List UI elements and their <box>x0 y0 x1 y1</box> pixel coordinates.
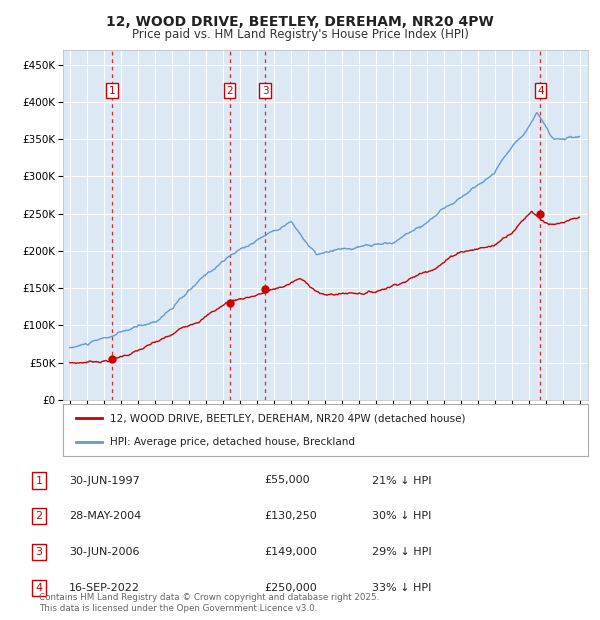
Text: 33% ↓ HPI: 33% ↓ HPI <box>372 583 431 593</box>
Text: £149,000: £149,000 <box>264 547 317 557</box>
Text: 12, WOOD DRIVE, BEETLEY, DEREHAM, NR20 4PW (detached house): 12, WOOD DRIVE, BEETLEY, DEREHAM, NR20 4… <box>110 413 466 423</box>
Text: 30-JUN-1997: 30-JUN-1997 <box>69 476 140 485</box>
Text: 21% ↓ HPI: 21% ↓ HPI <box>372 476 431 485</box>
Text: 28-MAY-2004: 28-MAY-2004 <box>69 511 141 521</box>
Text: 30-JUN-2006: 30-JUN-2006 <box>69 547 139 557</box>
Text: £55,000: £55,000 <box>264 476 310 485</box>
Text: Price paid vs. HM Land Registry's House Price Index (HPI): Price paid vs. HM Land Registry's House … <box>131 28 469 41</box>
Text: £250,000: £250,000 <box>264 583 317 593</box>
Text: 12, WOOD DRIVE, BEETLEY, DEREHAM, NR20 4PW: 12, WOOD DRIVE, BEETLEY, DEREHAM, NR20 4… <box>106 16 494 30</box>
Text: 2: 2 <box>226 86 233 95</box>
Text: 1: 1 <box>35 476 43 485</box>
Text: 1: 1 <box>109 86 116 95</box>
Text: 29% ↓ HPI: 29% ↓ HPI <box>372 547 431 557</box>
Text: 3: 3 <box>35 547 43 557</box>
Text: £130,250: £130,250 <box>264 511 317 521</box>
Text: HPI: Average price, detached house, Breckland: HPI: Average price, detached house, Brec… <box>110 437 355 447</box>
Text: 2: 2 <box>35 511 43 521</box>
Text: 4: 4 <box>537 86 544 95</box>
Text: 30% ↓ HPI: 30% ↓ HPI <box>372 511 431 521</box>
Text: 4: 4 <box>35 583 43 593</box>
Text: Contains HM Land Registry data © Crown copyright and database right 2025.
This d: Contains HM Land Registry data © Crown c… <box>39 593 379 613</box>
Text: 3: 3 <box>262 86 268 95</box>
Text: 16-SEP-2022: 16-SEP-2022 <box>69 583 140 593</box>
